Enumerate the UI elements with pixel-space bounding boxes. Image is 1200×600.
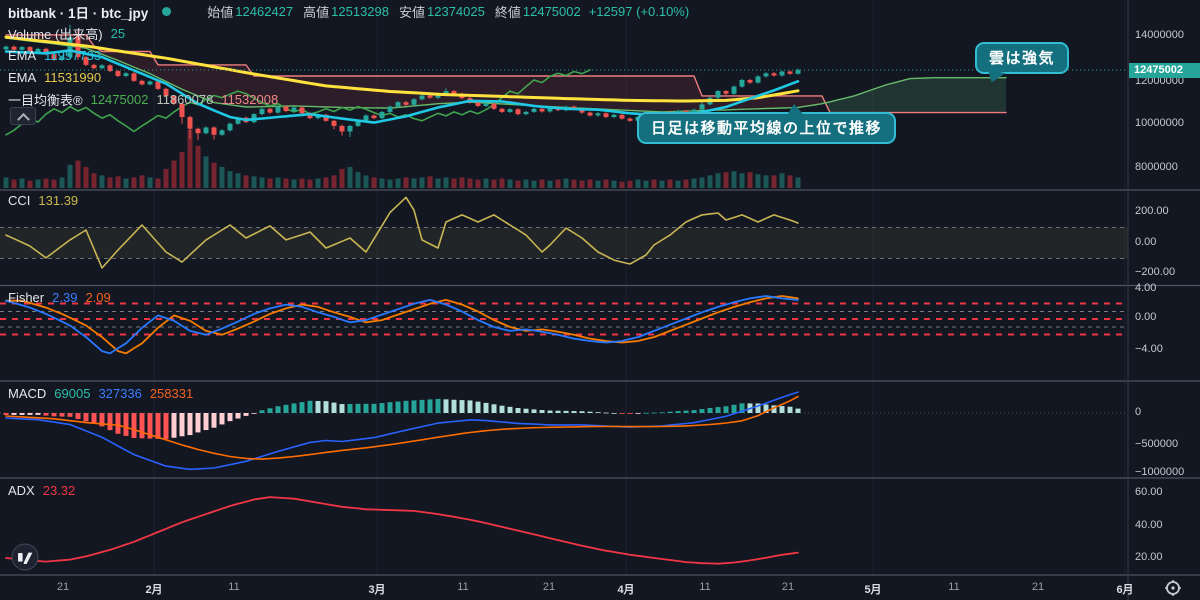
adx-pane: [5, 496, 799, 565]
tradingview-logo[interactable]: [10, 542, 40, 572]
macd-line-value: 327336: [98, 386, 142, 401]
cci-pane: [0, 196, 1128, 269]
macd-axis-label: 0: [1135, 406, 1142, 418]
cci-value: 131.39: [38, 193, 79, 208]
time-axis-label: 11: [948, 581, 960, 593]
chart-header[interactable]: bitbank · 1日 · btc_jpy 始値 12462427 高値 12…: [8, 3, 690, 21]
adx-axis-label: 60.00: [1135, 486, 1163, 498]
symbol-title[interactable]: bitbank · 1日 · btc_jpy: [8, 5, 149, 21]
annotation-cloud-bullish[interactable]: 雲は強気: [975, 42, 1070, 74]
macd-hist-value: 69005: [54, 386, 91, 401]
cci-axis-label: 0.00: [1135, 236, 1157, 248]
price-axis-label: 12000000: [1135, 75, 1184, 87]
ema-slow-value: 11531990: [44, 70, 102, 85]
adx-axis-label: 20.00: [1135, 551, 1163, 563]
price-axis-label: 14000000: [1135, 29, 1184, 41]
price-axis-label: 10000000: [1135, 117, 1184, 129]
time-axis-label: 21: [781, 581, 795, 593]
time-axis-label: 2月: [145, 584, 163, 596]
adx-value: 23.32: [42, 483, 76, 498]
low-label: 安値: [399, 5, 426, 20]
annotation-above-ma[interactable]: 日足は移動平均線の上位で推移: [637, 104, 897, 144]
cci-axis-label: 200.00: [1135, 205, 1169, 217]
legend-collapse-button[interactable]: [10, 107, 36, 126]
time-axis-label: 21: [542, 581, 556, 593]
change-value: +12597 (+0.10%): [588, 4, 690, 19]
adx-label: ADX: [8, 483, 35, 498]
volume-label: Volume (出来高): [8, 27, 103, 42]
ema-fast-value: 11957733: [44, 48, 102, 63]
macd-axis-label: −500000: [1135, 438, 1179, 450]
volume-value: 25: [110, 26, 126, 41]
high-label: 高値: [303, 5, 330, 20]
ichimoku-value-1: 12475002: [90, 92, 149, 107]
fisher-axis-label: 0.00: [1135, 311, 1157, 323]
close-label: 終値: [494, 5, 521, 20]
fisher-label: Fisher: [8, 290, 45, 305]
time-axis-label: 21: [56, 581, 70, 593]
legend-cci[interactable]: CCI 131.39: [8, 192, 86, 209]
open-label: 始値: [207, 5, 234, 20]
time-axis-label: 21: [1031, 581, 1045, 593]
ichimoku-value-3: 11532008: [221, 92, 279, 107]
legend-macd[interactable]: MACD 69005 327336 258331: [8, 385, 201, 402]
fisher-axis-label: −4.00: [1135, 343, 1163, 355]
time-axis-label: 5月: [864, 584, 882, 596]
time-axis-label: 3月: [368, 584, 386, 596]
volume-layer: [3, 130, 801, 188]
legend-adx[interactable]: ADX 23.32: [8, 482, 83, 499]
ichimoku-label: 一目均衡表®: [8, 93, 83, 108]
macd-label: MACD: [8, 386, 47, 401]
high-value: 12513298: [331, 4, 389, 19]
time-axis-label: 11: [699, 581, 711, 593]
cci-axis-label: −200.00: [1135, 266, 1176, 278]
open-value: 12462427: [235, 4, 294, 19]
macd-axis-label: −1000000: [1135, 466, 1185, 478]
candles-layer: [3, 24, 801, 140]
fisher-value-1: 2.39: [52, 290, 78, 305]
market-status-icon: [162, 7, 172, 16]
legend-ema-fast[interactable]: EMA 11957733: [8, 47, 109, 64]
cci-label: CCI: [8, 193, 31, 208]
ema-slow-label: EMA: [8, 70, 37, 85]
annotation-cloud-text: 雲は強気: [989, 50, 1056, 67]
legend-fisher[interactable]: Fisher 2.39 2.09: [8, 289, 119, 306]
ema-slow-line: [4, 35, 800, 103]
adx-axis-label: 40.00: [1135, 519, 1163, 531]
close-value: 12475002: [522, 4, 581, 19]
time-axis-label: 11: [457, 581, 469, 593]
fisher-value-2: 2.09: [85, 290, 111, 305]
time-axis-label: 6月: [1116, 584, 1134, 596]
macd-pane: [0, 391, 1128, 471]
macd-signal-value: 258331: [149, 386, 194, 401]
fisher-axis-label: 4.00: [1135, 282, 1157, 294]
time-axis-label: 11: [228, 581, 240, 593]
grid-layer: [153, 0, 1126, 575]
fisher-pane: [0, 295, 1128, 355]
gear-icon[interactable]: [1161, 576, 1185, 600]
low-value: 12374025: [427, 4, 485, 19]
last-price-tag: 12475002: [1129, 63, 1200, 78]
time-axis-label: 4月: [617, 584, 635, 596]
price-axis-label: 8000000: [1135, 161, 1178, 173]
annotation-ma-text: 日足は移動平均線の上位で推移: [651, 120, 883, 137]
legend-volume[interactable]: Volume (出来高) 25: [8, 25, 133, 42]
chevron-up-icon: [16, 112, 30, 126]
ichimoku-value-2: 11860078: [156, 92, 214, 107]
legend-ichimoku[interactable]: 一目均衡表® 12475002 11860078 11532008: [8, 91, 286, 108]
ema-fast-label: EMA: [8, 48, 37, 63]
legend-ema-slow[interactable]: EMA 11531990: [8, 69, 109, 86]
